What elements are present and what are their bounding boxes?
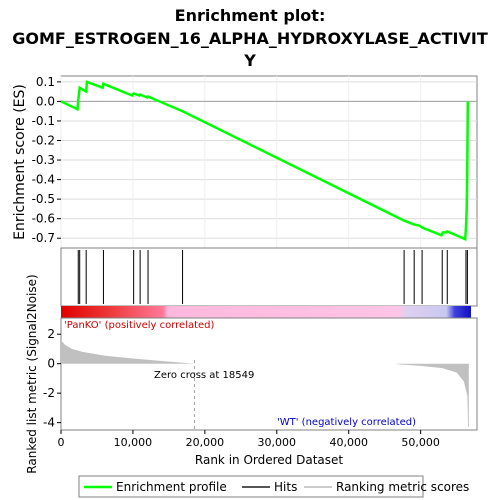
x-tick-label: 30,000 <box>258 436 297 449</box>
x-tick-label: 10,000 <box>114 436 153 449</box>
ranked-y-axis-label: Ranked list metric (Signal2Noise) <box>25 274 39 473</box>
legend-enrichment-label: Enrichment profile <box>116 480 227 494</box>
x-axis-label: Rank in Ordered Dataset <box>195 453 343 467</box>
es-y-tick-label: -0.2 <box>32 134 55 148</box>
rank-color-bar <box>61 306 471 318</box>
es-y-tick-label: -0.6 <box>32 212 55 226</box>
zero-cross-label: Zero cross at 18549 <box>154 370 254 381</box>
title-line-1: Enrichment plot: <box>175 6 326 25</box>
es-y-axis: 0.1 0.0 -0.1 -0.2 -0.3 -0.4 -0.5 -0.6 -0.7 <box>32 75 61 245</box>
es-panel: 0.1 0.0 -0.1 -0.2 -0.3 -0.4 -0.5 -0.6 -0.7 Enric… <box>12 75 478 249</box>
es-gridlines <box>60 76 477 248</box>
ranked-y-axis: 2 0 -2 -4 <box>43 327 61 430</box>
ranked-y-tick-label: 0 <box>47 357 55 371</box>
es-y-tick-label: 0.0 <box>36 94 55 108</box>
ranked-panel-frame <box>60 317 478 431</box>
es-y-axis-label: Enrichment score (ES) <box>12 84 28 240</box>
legend-ranking-label: Ranking metric scores <box>336 480 469 494</box>
hits-panel <box>60 247 478 307</box>
x-tick-label: 0 <box>58 436 65 449</box>
negative-correlation-label: 'WT' (negatively correlated) <box>277 417 416 428</box>
ranked-y-tick-label: -4 <box>43 416 55 430</box>
hit-markers <box>77 250 468 304</box>
es-y-tick-label: -0.3 <box>32 153 55 167</box>
rank-color-gradient <box>61 306 471 318</box>
x-tick-label: 40,000 <box>329 436 368 449</box>
ranked-y-tick-label: 2 <box>47 327 55 341</box>
es-y-tick-label: -0.4 <box>32 173 55 187</box>
es-y-tick-label: 0.1 <box>36 75 55 89</box>
ranking-metric-area <box>61 340 469 428</box>
legend: Enrichment profile Hits Ranking metric s… <box>78 475 469 498</box>
enrichment-profile-line <box>60 80 470 242</box>
ranked-metric-panel: 2 0 -2 -4 0 10,000 20,000 30,000 40,000 50,000 '… <box>25 274 478 474</box>
title-line-3: Y <box>243 51 256 70</box>
es-panel-frame <box>60 75 478 249</box>
ranked-x-axis: 0 10,000 20,000 30,000 40,000 50,000 <box>58 430 440 449</box>
ranked-y-tick-label: -2 <box>43 386 55 400</box>
es-y-tick-label: -0.7 <box>32 231 55 245</box>
x-tick-label: 50,000 <box>401 436 440 449</box>
title-line-2: GOMF_ESTROGEN_16_ALPHA_HYDROXYLASE_ACTIV… <box>12 29 488 48</box>
legend-hits-label: Hits <box>274 480 297 494</box>
es-y-tick-label: -0.1 <box>32 114 55 128</box>
hits-panel-frame <box>60 247 478 307</box>
x-tick-label: 20,000 <box>186 436 225 449</box>
es-y-tick-label: -0.5 <box>32 192 55 206</box>
positive-correlation-label: 'PanKO' (positively correlated) <box>64 320 215 331</box>
